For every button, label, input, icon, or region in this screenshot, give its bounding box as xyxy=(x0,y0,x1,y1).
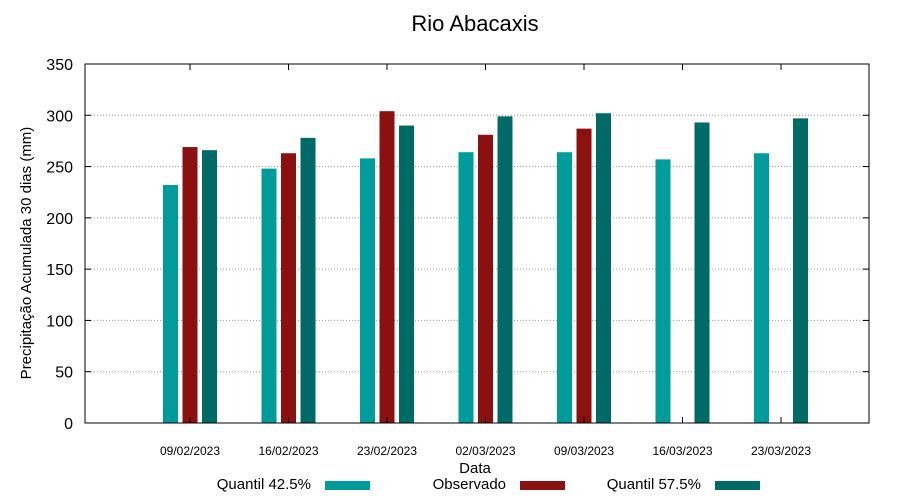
x-axis-ticks: 09/02/2023 16/02/2023 23/02/2023 02/03/2023… xyxy=(160,64,811,458)
legend-swatch xyxy=(715,481,760,490)
y-tick-label: 250 xyxy=(46,160,73,177)
bar xyxy=(163,185,178,423)
x-tick-label: 09/03/2023 xyxy=(554,444,614,458)
y-tick-label: 150 xyxy=(46,262,73,279)
legend-swatch xyxy=(325,481,370,490)
bar xyxy=(754,153,769,424)
bar xyxy=(576,128,592,423)
bar xyxy=(596,113,611,423)
bar xyxy=(557,152,572,423)
bar xyxy=(281,153,296,424)
bar xyxy=(379,111,395,423)
bar xyxy=(694,122,710,424)
x-tick-label: 09/02/2023 xyxy=(160,444,220,458)
bar xyxy=(202,150,217,423)
bar xyxy=(360,158,375,423)
x-tick-label: 23/02/2023 xyxy=(357,444,417,458)
x-tick-label: 16/03/2023 xyxy=(652,444,712,458)
bar xyxy=(478,134,493,423)
bar xyxy=(300,137,316,423)
bar xyxy=(655,159,671,424)
legend-label: Quantil 42.5% xyxy=(217,476,311,493)
x-tick-label: 23/03/2023 xyxy=(751,444,811,458)
bar xyxy=(458,152,474,423)
legend-label: Observado xyxy=(433,476,506,493)
legend: Quantil 42.5% Observado Quantil 57.5% xyxy=(217,476,760,493)
x-tick-label: 16/02/2023 xyxy=(258,444,318,458)
bar xyxy=(182,147,198,423)
y-tick-label: 300 xyxy=(46,108,73,125)
x-axis-label: Data xyxy=(459,460,491,477)
legend-label: Quantil 57.5% xyxy=(607,476,701,493)
y-tick-label: 0 xyxy=(64,416,73,433)
bar xyxy=(793,118,808,423)
y-axis-label: Precipitação Acumulada 30 dias (mm) xyxy=(18,127,35,380)
plot-frame xyxy=(84,63,870,424)
y-tick-label: 50 xyxy=(55,365,73,382)
y-axis-ticks: 0 50 100 150 200 250 300 350 xyxy=(46,57,869,433)
bar xyxy=(497,116,513,423)
chart-title: Rio Abacaxis xyxy=(411,11,538,36)
bar xyxy=(261,168,277,423)
bar xyxy=(399,125,414,424)
y-tick-label: 100 xyxy=(46,313,73,330)
legend-swatch xyxy=(520,481,565,490)
bars xyxy=(163,111,808,424)
y-tick-label: 200 xyxy=(46,211,73,228)
y-tick-label: 350 xyxy=(46,57,73,74)
x-tick-label: 02/03/2023 xyxy=(455,444,515,458)
